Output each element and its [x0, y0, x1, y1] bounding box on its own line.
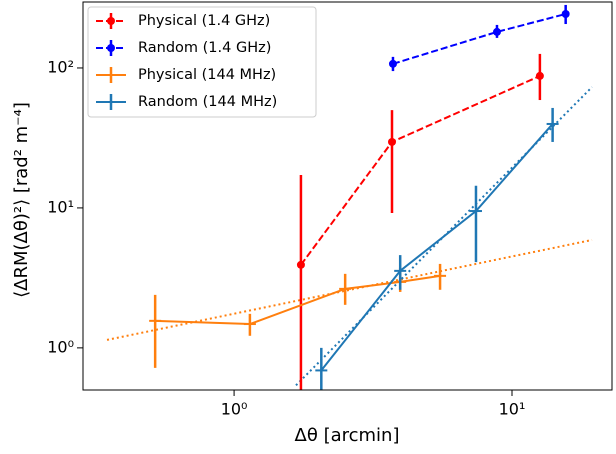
axes-frame: [82, 1, 613, 391]
y-tick-label: 10⁰: [47, 337, 74, 356]
data-point: [388, 59, 397, 68]
legend-label: Random (1.4 GHz): [138, 40, 271, 56]
y-tick-label: 10²: [47, 57, 74, 76]
legend: Physical (1.4 GHz) Random (1.4 GHz) Physic…: [87, 6, 317, 118]
plot-area: [106, 4, 593, 390]
x-axis-label: Δθ [arcmin]: [295, 425, 400, 446]
series-line: [155, 274, 441, 326]
data-point: [535, 71, 544, 80]
data-point: [561, 9, 570, 18]
data-point: [296, 260, 305, 269]
x-tick-label: 10¹: [499, 400, 526, 419]
y-axis-label: ⟨ΔRM(Δθ)²⟩ [rad² m⁻⁴]: [11, 102, 32, 298]
legend-label: Random (144 MHz): [138, 94, 277, 110]
data-point: [492, 27, 501, 36]
fit-line: [106, 239, 593, 341]
legend-label: Physical (144 MHz): [138, 67, 276, 83]
legend-label: Physical (1.4 GHz): [138, 13, 270, 29]
y-tick-label: 10¹: [47, 197, 74, 216]
legend-marker: [107, 17, 115, 25]
series-line: [300, 75, 541, 266]
x-tick-label: 10⁰: [221, 400, 248, 419]
series-line: [320, 123, 554, 372]
legend-box: [87, 6, 317, 118]
data-point: [387, 137, 396, 146]
series-line: [392, 13, 566, 65]
legend-marker: [107, 44, 115, 52]
